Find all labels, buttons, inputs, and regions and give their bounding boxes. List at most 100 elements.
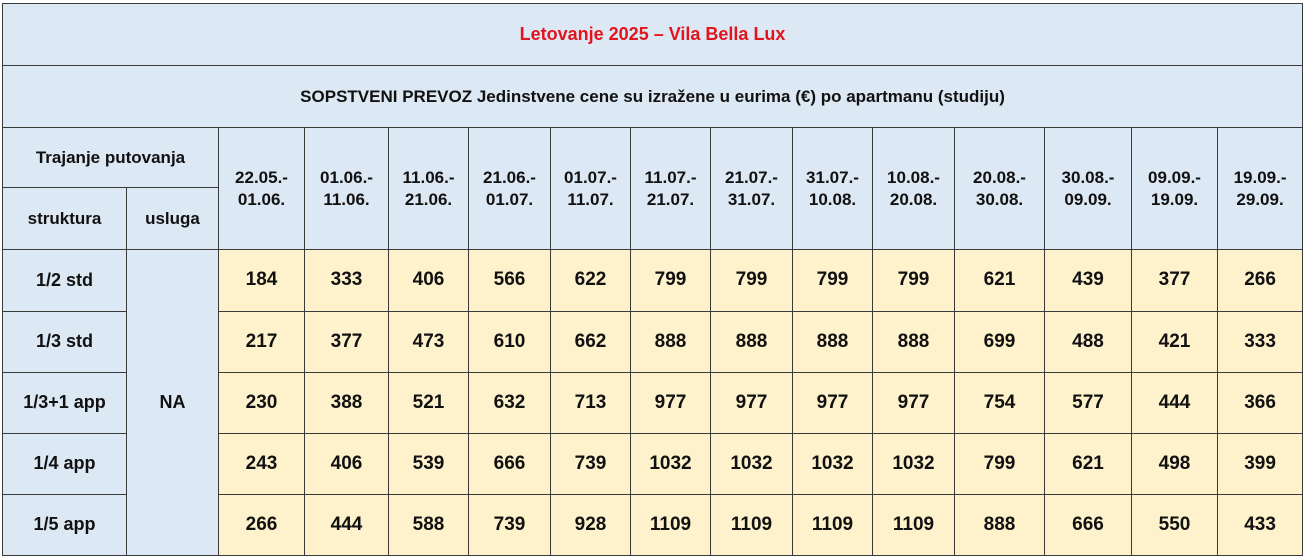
period-header: 01.06.- 11.06. <box>304 127 389 251</box>
price-cell: 1032 <box>710 432 793 495</box>
table-row: 1/3+1 app 230 388 521 632 713 977 977 977 977 754 5… <box>2 371 1304 434</box>
table-subtitle: SOPSTVENI PREVOZ Jedinstvene cene su izr… <box>1 65 1304 129</box>
price-cell: 488 <box>1044 310 1132 373</box>
price-cell: 333 <box>304 249 389 312</box>
duration-header: Trajanje putovanja <box>2 127 219 189</box>
structure-cell: 1/3+1 app <box>2 371 127 434</box>
period-start: 21.06.- <box>483 167 536 187</box>
price-cell: 521 <box>388 371 469 434</box>
price-cell: 498 <box>1131 432 1218 495</box>
price-cell: 399 <box>1216 432 1304 495</box>
price-cell: 473 <box>388 310 469 373</box>
price-cell: 421 <box>1131 310 1218 373</box>
period-end: 29.09. <box>1236 189 1284 209</box>
price-cell: 406 <box>388 249 469 312</box>
price-cell: 739 <box>550 432 631 495</box>
period-start: 11.07.- <box>644 167 697 187</box>
price-cell: 754 <box>954 371 1045 434</box>
price-cell: 377 <box>304 310 389 373</box>
period-start: 09.09.- <box>1148 167 1201 187</box>
period-start: 10.08.- <box>887 167 940 187</box>
period-start: 21.07.- <box>725 167 778 187</box>
period-end: 21.06. <box>404 189 453 209</box>
price-cell: 550 <box>1131 493 1218 557</box>
period-start: 20.08.- <box>973 167 1026 187</box>
price-cell: 230 <box>218 371 305 434</box>
period-start: 19.09.- <box>1233 167 1287 187</box>
price-cell: 799 <box>630 249 711 312</box>
price-cell: 333 <box>1216 310 1304 373</box>
period-end: 21.07. <box>646 189 695 209</box>
period-header: 22.05.- 01.06. <box>218 127 305 251</box>
table-row: 1/5 app 266 444 588 739 928 1109 1109 1109 1109 88… <box>2 493 1304 557</box>
price-cell: 621 <box>1044 432 1132 495</box>
period-end: 10.08. <box>808 189 857 209</box>
structure-cell: 1/2 std <box>2 249 127 312</box>
period-end: 31.07. <box>727 189 776 209</box>
period-end: 30.08. <box>975 189 1024 209</box>
price-cell: 444 <box>304 493 389 557</box>
price-cell: 739 <box>468 493 551 557</box>
price-cell: 632 <box>468 371 551 434</box>
structure-header: struktura <box>2 187 127 251</box>
period-end: 01.06. <box>237 189 286 209</box>
price-cell: 1032 <box>630 432 711 495</box>
structure-cell: 1/5 app <box>2 493 127 557</box>
period-header: 11.07.- 21.07. <box>630 127 711 251</box>
period-start: 01.06.- <box>320 167 373 187</box>
period-start: 30.08.- <box>1061 167 1115 187</box>
structure-cell: 1/4 app <box>2 432 127 495</box>
price-cell: 1109 <box>710 493 793 557</box>
price-cell: 713 <box>550 371 631 434</box>
period-start: 22.05.- <box>235 167 288 187</box>
price-cell: 666 <box>468 432 551 495</box>
price-cell: 577 <box>1044 371 1132 434</box>
price-cell: 699 <box>954 310 1045 373</box>
period-end: 09.09. <box>1064 189 1112 209</box>
period-header: 21.06.- 01.07. <box>468 127 551 251</box>
period-header: 19.09.- 29.09. <box>1216 127 1304 251</box>
price-cell: 1032 <box>872 432 955 495</box>
period-end: 11.07. <box>567 189 614 209</box>
period-start: 31.07.- <box>806 167 859 187</box>
price-cell: 610 <box>468 310 551 373</box>
price-cell: 622 <box>550 249 631 312</box>
price-cell: 1109 <box>872 493 955 557</box>
price-cell: 662 <box>550 310 631 373</box>
period-header: 01.07.- 11.07. <box>550 127 631 251</box>
price-cell: 539 <box>388 432 469 495</box>
period-header: 10.08.- 20.08. <box>872 127 955 251</box>
price-cell: 799 <box>710 249 793 312</box>
service-cell: NA <box>126 249 219 556</box>
price-cell: 799 <box>792 249 873 312</box>
period-header: 21.07.- 31.07. <box>710 127 793 251</box>
price-cell: 266 <box>1216 249 1304 312</box>
price-cell: 1032 <box>792 432 873 495</box>
price-cell: 977 <box>792 371 873 434</box>
price-cell: 377 <box>1131 249 1218 312</box>
price-cell: 439 <box>1044 249 1132 312</box>
price-cell: 888 <box>872 310 955 373</box>
price-cell: 977 <box>630 371 711 434</box>
table-title: Letovanje 2025 – Vila Bella Lux <box>1 2 1304 67</box>
service-header: usluga <box>126 187 219 251</box>
price-cell: 799 <box>954 432 1045 495</box>
table-row: 1/2 std NA 184 333 406 566 622 799 799 799 799 621 4… <box>2 249 1304 556</box>
period-end: 01.07. <box>485 189 534 209</box>
price-cell: 1109 <box>630 493 711 557</box>
period-start: 11.06.- <box>402 167 455 187</box>
price-cell: 888 <box>710 310 793 373</box>
price-cell: 566 <box>468 249 551 312</box>
period-end: 19.09. <box>1150 189 1199 209</box>
period-end: 11.06. <box>323 189 370 209</box>
price-cell: 184 <box>218 249 305 312</box>
period-start: 01.07.- <box>564 167 617 187</box>
period-header: 20.08.- 30.08. <box>954 127 1045 251</box>
price-cell: 1109 <box>792 493 873 557</box>
price-cell: 799 <box>872 249 955 312</box>
price-cell: 888 <box>792 310 873 373</box>
price-cell: 433 <box>1216 493 1304 557</box>
table-row: 1/3 std 217 377 473 610 662 888 888 888 888 699 488… <box>2 310 1304 373</box>
table-row: 1/4 app 243 406 539 666 739 1032 1032 1032 1032 79… <box>2 432 1304 495</box>
